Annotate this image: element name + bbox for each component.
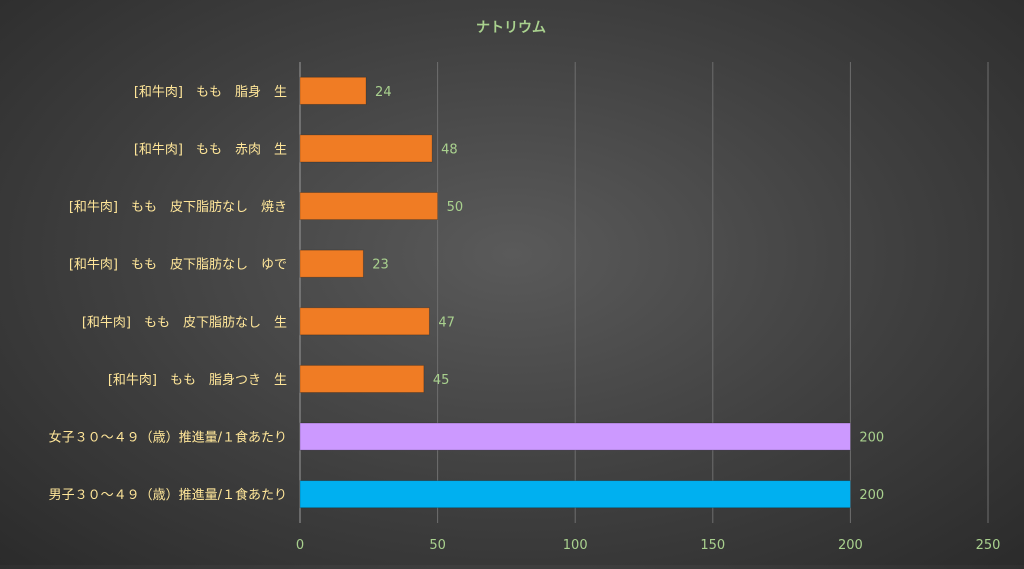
category-label-1: [和牛肉] もも 赤肉 生 <box>134 142 287 157</box>
data-label-0: 24 <box>375 85 392 100</box>
data-label-6: 200 <box>859 431 884 446</box>
bar-1 <box>299 134 433 163</box>
category-label-7: 男子３０～４９（歳）推進量/１食あたり <box>49 487 287 503</box>
x-tick-label-2: 100 <box>563 538 588 553</box>
bar-5 <box>299 364 425 393</box>
category-label-4: [和牛肉] もも 皮下脂肪なし 生 <box>82 314 287 330</box>
x-tick-label-3: 150 <box>700 538 725 553</box>
chart-title: ナトリウム <box>476 20 546 36</box>
category-label-5: [和牛肉] もも 脂身つき 生 <box>108 372 287 388</box>
category-labels: [和牛肉] もも 脂身 生 [和牛肉] もも 赤肉 生 [和牛肉] もも 皮下脂肪な… <box>49 84 287 503</box>
category-label-3: [和牛肉] もも 皮下脂肪なし ゆで <box>69 257 287 273</box>
data-label-7: 200 <box>859 488 884 503</box>
x-tick-label-4: 200 <box>838 538 863 553</box>
category-label-0: [和牛肉] もも 脂身 生 <box>134 84 287 100</box>
bar-6 <box>299 422 851 451</box>
x-tick-label-0: 0 <box>296 538 304 553</box>
data-label-3: 23 <box>372 258 389 273</box>
category-label-2: [和牛肉] もも 皮下脂肪なし 焼き <box>69 199 287 215</box>
data-label-2: 50 <box>447 200 464 215</box>
data-label-1: 48 <box>441 142 458 157</box>
bar-0 <box>299 76 367 105</box>
x-tick-label-5: 250 <box>976 538 1001 553</box>
bars <box>299 76 851 509</box>
data-labels: 24 48 50 23 47 45 200 200 <box>372 85 884 503</box>
bar-7 <box>299 480 851 509</box>
x-tick-label-1: 50 <box>429 538 446 553</box>
bar-2 <box>299 192 439 221</box>
bar-3 <box>299 249 364 278</box>
category-label-6: 女子３０～４９（歳）推進量/１食あたり <box>49 430 287 446</box>
bar-4 <box>299 307 430 336</box>
x-tick-labels: 0 50 100 150 200 250 <box>296 538 1001 553</box>
data-label-4: 47 <box>438 315 455 330</box>
data-label-5: 45 <box>433 373 450 388</box>
gridlines <box>299 62 989 523</box>
